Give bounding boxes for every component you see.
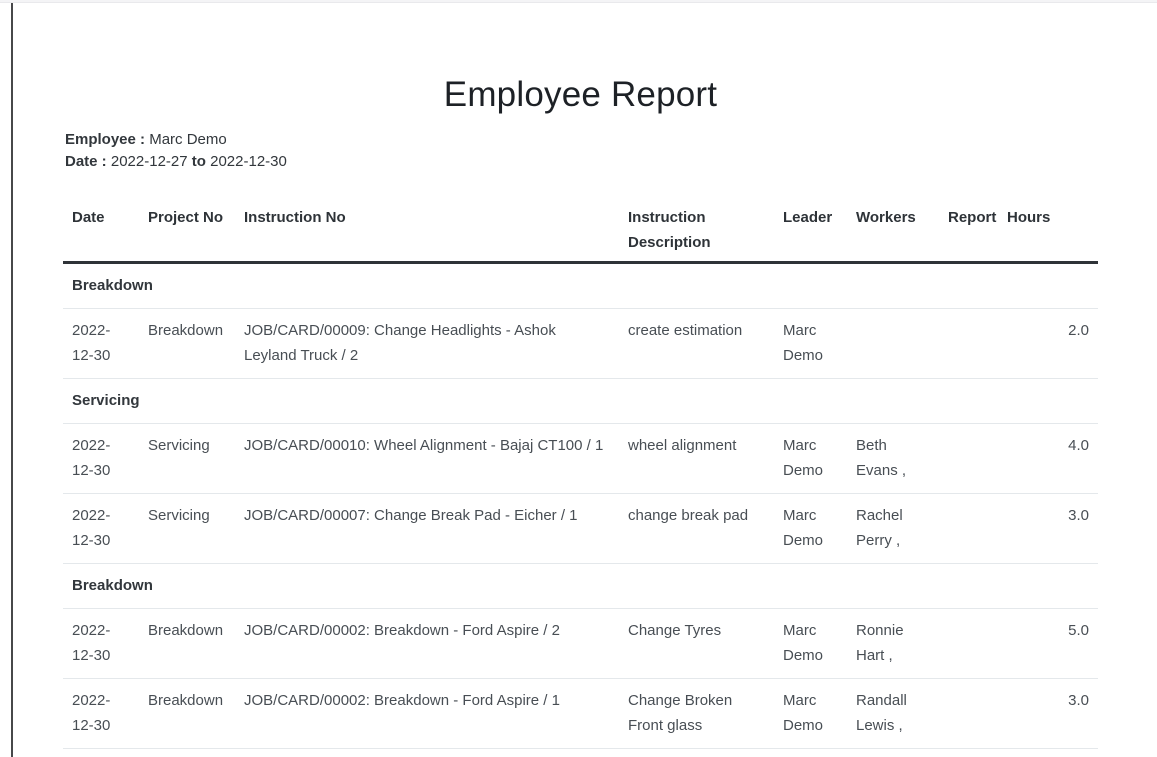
page-top-edge [0,0,1157,3]
cell-workers: Randall Lewis , [847,678,939,749]
cell-date: 2022-12-30 [63,608,139,679]
report-document: Employee Report Employee : Marc Demo Dat… [63,0,1098,749]
cell-project-no: Servicing [139,423,235,494]
cell-instruction-description: create estimation [619,308,774,379]
cell-instruction-no: JOB/CARD/00007: Change Break Pad - Eiche… [235,493,619,564]
header-instruction-description: Instruction Description [619,196,774,264]
cell-project-no: Breakdown [139,308,235,379]
cell-date: 2022-12-30 [63,493,139,564]
group-row: Breakdown [63,262,1098,309]
cell-leader: Marc Demo [774,308,847,379]
cell-instruction-no: JOB/CARD/00002: Breakdown - Ford Aspire … [235,678,619,749]
cell-instruction-description: wheel alignment [619,423,774,494]
table-row: 2022-12-30 Servicing JOB/CARD/00010: Wheel… [63,423,1098,494]
group-label: Breakdown [63,262,1098,309]
header-project-no: Project No [139,196,235,264]
table-row: 2022-12-30 Breakdown JOB/CARD/00002: Break… [63,608,1098,679]
date-meta-line: Date : 2022-12-27 to 2022-12-30 [65,151,1098,173]
header-hours: Hours [998,196,1098,264]
cell-project-no: Servicing [139,493,235,564]
date-to-word: to [191,153,206,170]
cell-instruction-no: JOB/CARD/00002: Breakdown - Ford Aspire … [235,608,619,679]
header-date: Date [63,196,139,264]
cell-report [939,608,998,679]
cell-project-no: Breakdown [139,608,235,679]
report-title: Employee Report [443,75,718,114]
table-row: 2022-12-30 Breakdown JOB/CARD/00002: Break… [63,678,1098,749]
header-leader: Leader [774,196,847,264]
cell-project-no: Breakdown [139,678,235,749]
report-table-body: Breakdown 2022-12-30 Breakdown JOB/CARD/000… [63,262,1098,749]
cell-leader: Marc Demo [774,493,847,564]
table-row: 2022-12-30 Servicing JOB/CARD/00007: Chang… [63,493,1098,564]
report-table: Date Project No Instruction No Instructi… [63,196,1098,749]
cell-hours: 4.0 [998,423,1098,494]
cell-report [939,308,998,379]
cell-instruction-no: JOB/CARD/00009: Change Headlights - Asho… [235,308,619,379]
cell-leader: Marc Demo [774,608,847,679]
employee-label: Employee : [65,131,146,148]
group-label: Servicing [63,378,1098,424]
table-header-row: Date Project No Instruction No Instructi… [63,196,1098,264]
cell-leader: Marc Demo [774,423,847,494]
cell-date: 2022-12-30 [63,308,139,379]
cell-report [939,423,998,494]
cell-hours: 3.0 [998,493,1098,564]
cell-instruction-description: Change Tyres [619,608,774,679]
report-meta: Employee : Marc Demo Date : 2022-12-27 t… [65,129,1098,173]
cell-date: 2022-12-30 [63,423,139,494]
cell-workers: Rachel Perry , [847,493,939,564]
cell-instruction-description: Change Broken Front glass [619,678,774,749]
cell-hours: 2.0 [998,308,1098,379]
cell-instruction-description: change break pad [619,493,774,564]
cell-instruction-no: JOB/CARD/00010: Wheel Alignment - Bajaj … [235,423,619,494]
cell-workers [847,308,939,379]
group-label: Breakdown [63,563,1098,609]
cell-workers: Beth Evans , [847,423,939,494]
header-workers: Workers [847,196,939,264]
cell-report [939,678,998,749]
employee-value: Marc Demo [149,131,227,148]
header-report: Report [939,196,998,264]
cell-hours: 5.0 [998,608,1098,679]
employee-meta-line: Employee : Marc Demo [65,129,1098,151]
cell-workers: Ronnie Hart , [847,608,939,679]
group-row: Servicing [63,378,1098,424]
date-label: Date : [65,153,107,170]
date-from-value: 2022-12-27 [110,153,188,170]
date-to-value: 2022-12-30 [210,153,287,170]
page-left-edge [11,3,13,757]
header-instruction-no: Instruction No [235,196,619,264]
cell-date: 2022-12-30 [63,678,139,749]
cell-leader: Marc Demo [774,678,847,749]
cell-hours: 3.0 [998,678,1098,749]
group-row: Breakdown [63,563,1098,609]
cell-report [939,493,998,564]
table-row: 2022-12-30 Breakdown JOB/CARD/00009: Chang… [63,308,1098,379]
